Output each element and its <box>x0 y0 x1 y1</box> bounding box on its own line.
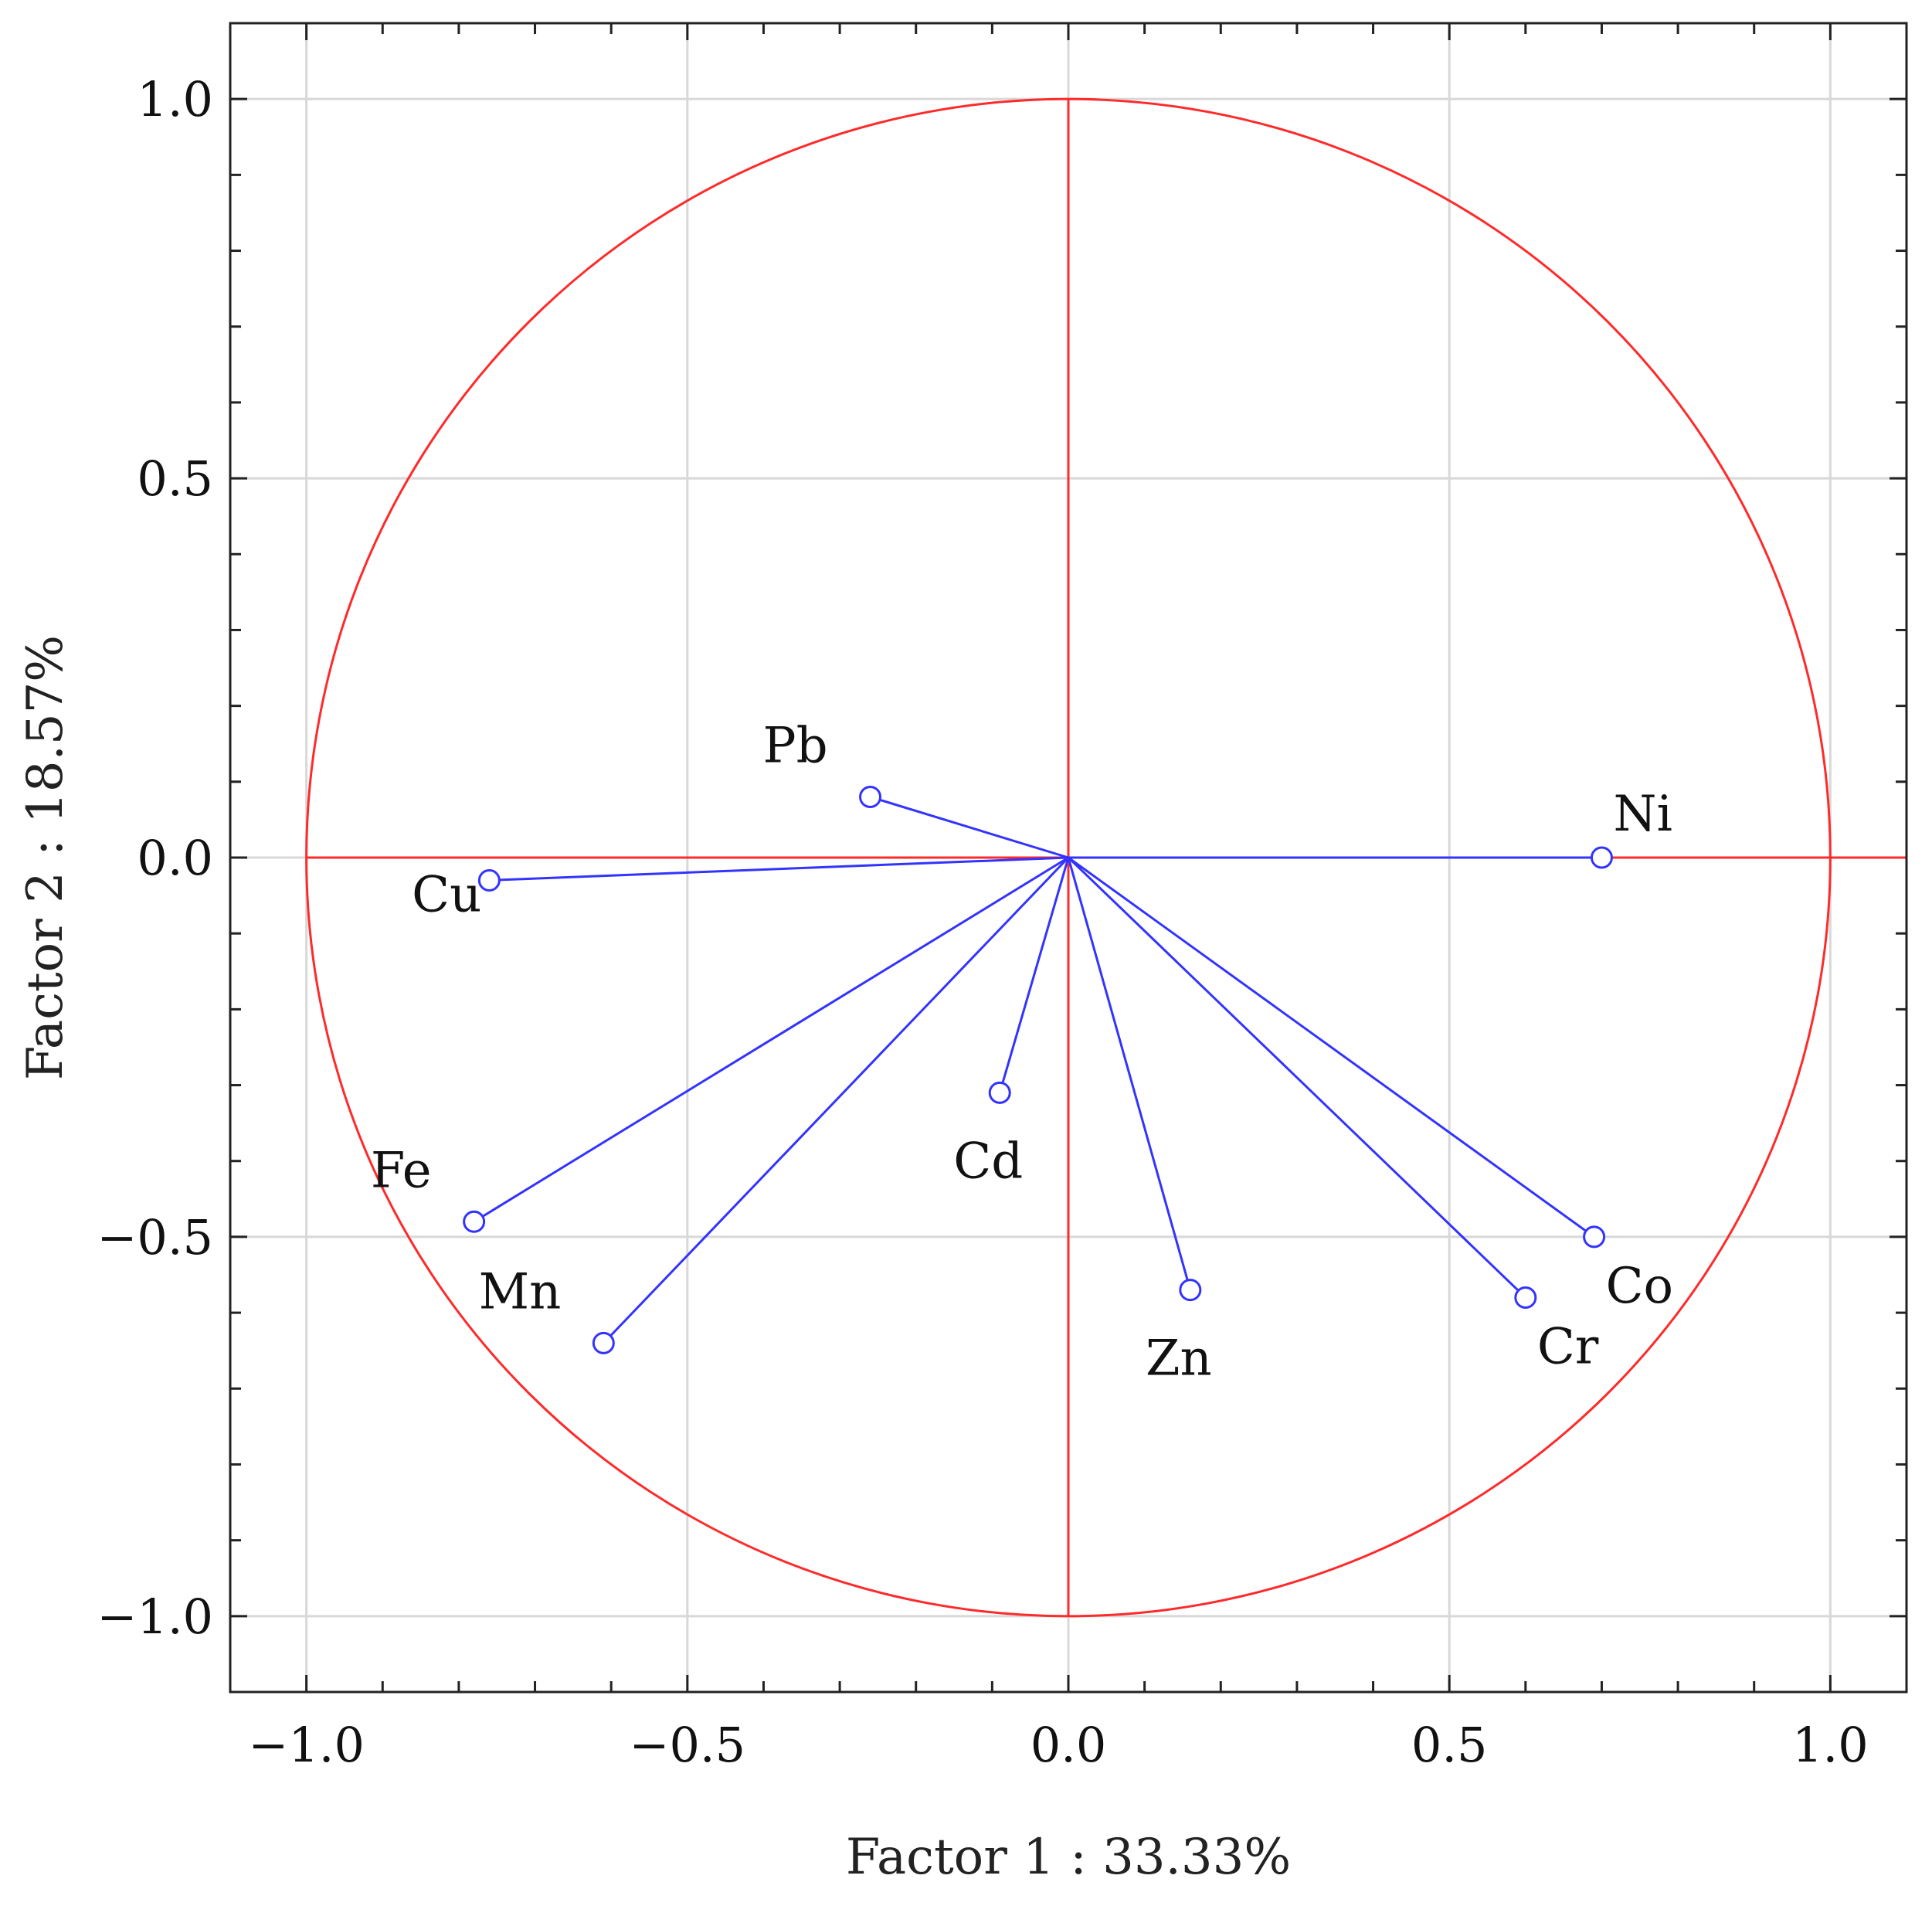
vector-cd <box>998 857 1070 1093</box>
x-axis-title: Factor 1 : 33.33% <box>846 1829 1291 1886</box>
point-cr <box>1514 1286 1537 1309</box>
y-tick-label: 0.0 <box>137 830 213 886</box>
label-cr: Cr <box>1537 1318 1599 1375</box>
vector-fe <box>473 856 1069 1223</box>
label-zn: Zn <box>1146 1330 1212 1388</box>
vector-pb <box>870 796 1069 859</box>
label-pb: Pb <box>763 717 828 774</box>
y-tick-label: 1.0 <box>137 71 213 127</box>
label-mn: Mn <box>479 1263 562 1320</box>
tick-labels: −1.0 −0.5 0.0 0.5 1.0 −1.0 −0.5 0.0 0.5 1.0 <box>97 71 1868 1773</box>
x-tick-label: 1.0 <box>1792 1717 1869 1773</box>
x-tick-label: 0.5 <box>1411 1717 1488 1773</box>
point-cu <box>477 868 501 892</box>
y-tick-label: −0.5 <box>97 1209 213 1266</box>
vector-mn <box>603 856 1070 1344</box>
point-pb <box>859 785 882 808</box>
vector-cu <box>489 856 1069 882</box>
y-axis-title: Factor 2 : 18.57% <box>17 635 74 1080</box>
point-fe <box>463 1210 486 1233</box>
x-tick-label: −0.5 <box>630 1717 746 1773</box>
label-fe: Fe <box>371 1142 432 1199</box>
label-co: Co <box>1606 1258 1674 1315</box>
vector-co <box>1068 856 1595 1238</box>
point-mn <box>592 1331 615 1354</box>
y-tick-label: 0.5 <box>137 450 213 507</box>
vector-zn <box>1067 857 1192 1291</box>
point-zn <box>1179 1279 1202 1302</box>
point-co <box>1583 1225 1606 1249</box>
point-ni <box>1590 846 1613 869</box>
plot-frame <box>229 22 1908 1694</box>
label-ni: Ni <box>1613 786 1672 843</box>
point-cd <box>988 1081 1011 1104</box>
x-tick-label: 0.0 <box>1031 1717 1107 1773</box>
label-cu: Cu <box>412 866 481 923</box>
x-tick-label: −1.0 <box>248 1717 365 1773</box>
label-cd: Cd <box>953 1133 1023 1190</box>
vector-cr <box>1067 856 1526 1299</box>
y-tick-label: −1.0 <box>97 1588 213 1645</box>
